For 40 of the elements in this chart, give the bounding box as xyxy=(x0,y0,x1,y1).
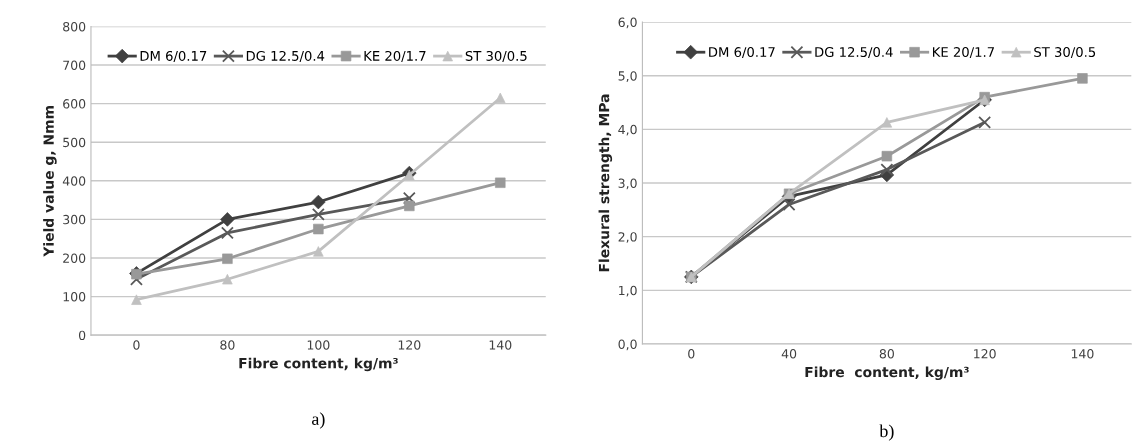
y-tick-label: 3,0 xyxy=(618,178,637,190)
x-tick-label: 0 xyxy=(133,340,140,350)
legend-label: ST 30/0.5 xyxy=(465,50,527,62)
y-tick-label: 1,0 xyxy=(619,285,637,297)
x-tick-label: 0 xyxy=(688,349,695,359)
legend-label: DM 6/0.17 xyxy=(140,50,207,62)
y-axis-title: Flexural strength, MPa xyxy=(598,94,613,272)
y-tick-label: 200 xyxy=(63,253,86,263)
y-tick-label: 0,0 xyxy=(618,339,637,351)
y-tick-label: 800 xyxy=(63,21,86,32)
x-tick-label: 40 xyxy=(781,349,797,359)
text: a) xyxy=(311,412,325,429)
y-tick-label: 500 xyxy=(63,137,86,148)
y-axis-title: Yield value g, Nmm xyxy=(43,106,57,257)
legend-label: DM 6/0.17 xyxy=(709,47,775,59)
y-tick-label: 100 xyxy=(63,292,86,302)
legend-label: KE 20/1.7 xyxy=(364,50,426,62)
y-tick-label: 4,0 xyxy=(618,124,637,136)
x-tick-label: 80 xyxy=(879,349,894,359)
y-tick-label: 600 xyxy=(63,99,86,109)
x-tick-label: 120 xyxy=(398,340,421,350)
y-tick-label: 300 xyxy=(63,214,86,225)
x-tick-label: 120 xyxy=(974,349,996,359)
text: b) xyxy=(879,424,894,441)
y-tick-label: 0 xyxy=(78,330,86,341)
legend-label: ST 30/0.5 xyxy=(1034,47,1096,59)
x-tick-label: 80 xyxy=(220,340,235,350)
x-axis-title: Fibre content, kg/m³ xyxy=(805,366,969,381)
x-tick-label: 140 xyxy=(489,340,512,350)
y-tick-label: 6,0 xyxy=(618,17,637,29)
legend-label: KE 20/1.7 xyxy=(933,47,994,59)
y-tick-label: 700 xyxy=(63,60,86,70)
legend-label: DG 12.5/0.4 xyxy=(815,47,893,59)
y-tick-label: 400 xyxy=(62,176,86,186)
legend-label: DG 12.5/0.4 xyxy=(246,50,325,62)
y-tick-label: 5,0 xyxy=(618,71,637,82)
x-axis-title: Fibre content, kg/m³ xyxy=(239,357,398,372)
y-tick-label: 2,0 xyxy=(618,232,637,243)
x-tick-label: 140 xyxy=(1071,349,1094,359)
x-tick-label: 100 xyxy=(307,340,330,350)
